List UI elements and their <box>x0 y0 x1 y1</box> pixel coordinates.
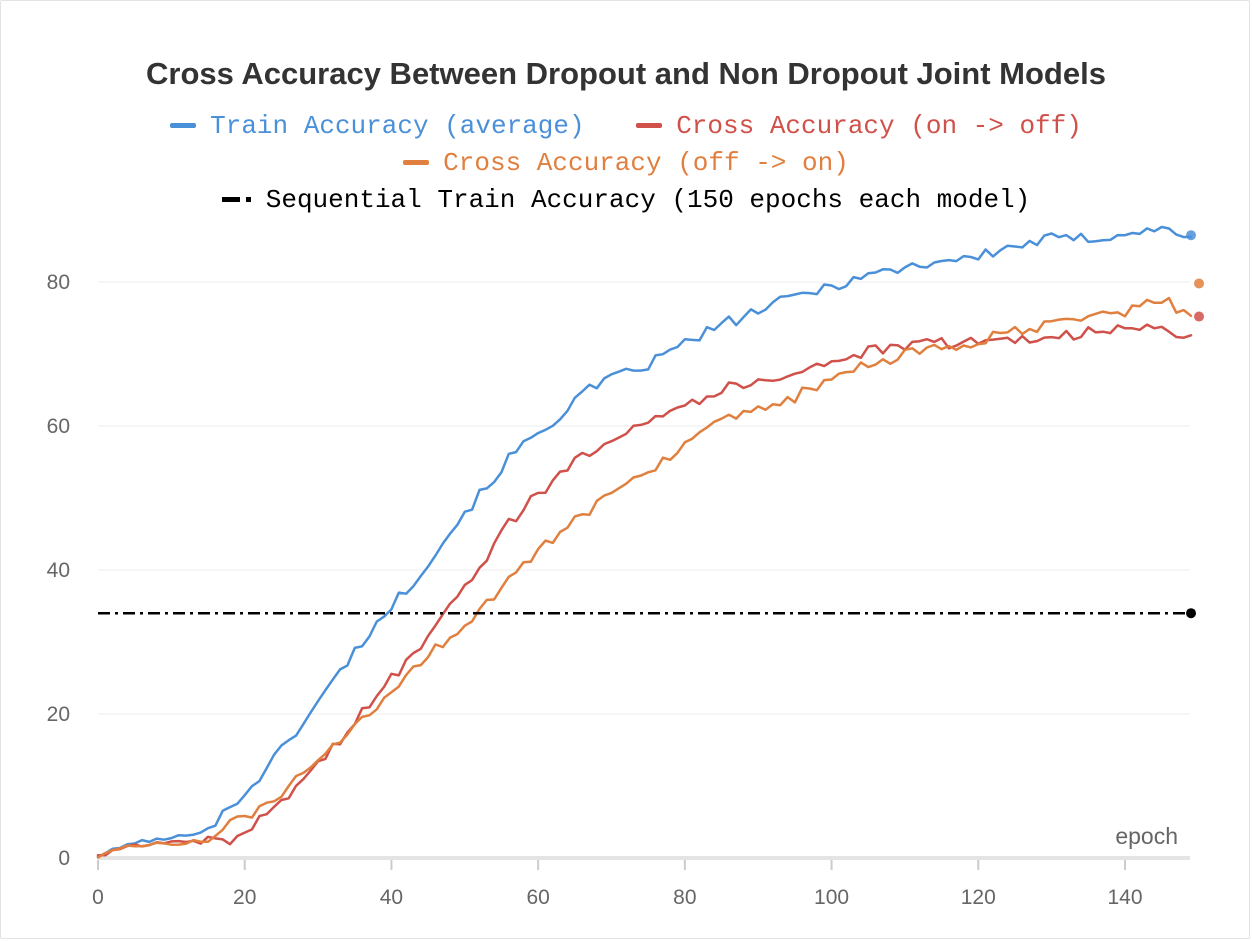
x-tick-label: 100 <box>814 886 849 909</box>
legend-label-train: Train Accuracy (average) <box>210 110 585 141</box>
x-tick-label: 60 <box>526 886 549 909</box>
series-sequential-end-dot <box>1186 608 1197 619</box>
legend-swatch-off-on <box>403 160 430 165</box>
legend-label-on-off: Cross Accuracy (on -> off) <box>676 110 1082 141</box>
legend-item-train[interactable]: Train Accuracy (average) <box>170 110 585 141</box>
legend-swatch-train <box>170 123 197 128</box>
x-tick-label: 20 <box>233 886 256 909</box>
legend-row-3: Sequential Train Accuracy (150 epochs ea… <box>0 180 1252 215</box>
x-tick-label: 0 <box>92 886 104 909</box>
series-train-line <box>96 225 1193 858</box>
x-tick-label: 80 <box>673 886 696 909</box>
legend-item-on-off[interactable]: Cross Accuracy (on -> off) <box>636 111 1082 141</box>
legend-swatch-sequential <box>221 197 252 202</box>
series-on-off-end-dot <box>1194 311 1205 322</box>
chart-title: Cross Accuracy Between Dropout and Non D… <box>146 56 1106 91</box>
x-tick-label: 40 <box>380 886 403 909</box>
series-off-on-end-dot <box>1194 278 1205 289</box>
series-on-off-line <box>96 323 1193 857</box>
legend-item-sequential[interactable]: Sequential Train Accuracy (150 epochs ea… <box>221 184 1031 215</box>
legend-label-off-on: Cross Accuracy (off -> on) <box>443 147 849 178</box>
series-train-end-dot <box>1186 230 1197 241</box>
x-tick-label: 120 <box>961 886 996 909</box>
legend-row-1: Train Accuracy (average) Cross Accuracy … <box>0 106 1252 141</box>
x-axis-label: epoch <box>1115 823 1178 849</box>
legend-label-sequential: Sequential Train Accuracy (150 epochs ea… <box>265 184 1031 215</box>
legend-item-off-on[interactable]: Cross Accuracy (off -> on) <box>403 148 849 178</box>
x-tick-label: 140 <box>1107 886 1142 909</box>
y-tick-label: 40 <box>47 559 70 582</box>
series-off-on-line <box>96 296 1193 859</box>
y-tick-label: 60 <box>47 415 70 438</box>
legend-swatch-on-off <box>636 123 663 128</box>
legend-row-2: Cross Accuracy (off -> on) <box>0 143 1252 178</box>
y-tick-label: 80 <box>47 271 70 294</box>
y-tick-label: 0 <box>58 847 70 870</box>
y-tick-label: 20 <box>47 703 70 726</box>
